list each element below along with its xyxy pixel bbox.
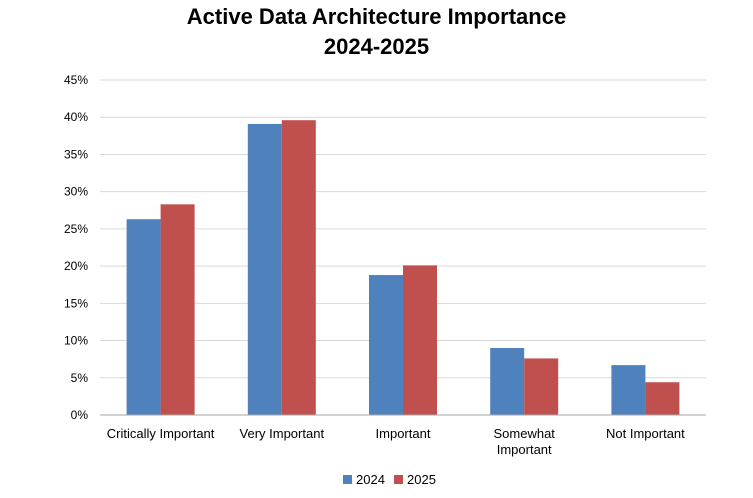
- x-category-label: Somewhat: [493, 426, 555, 441]
- bar-2024-3: [490, 348, 525, 415]
- y-tick-label: 45%: [64, 73, 88, 87]
- legend-swatch-2024: [343, 475, 352, 484]
- y-tick-label: 25%: [64, 222, 88, 236]
- bar-2024-0: [126, 219, 161, 415]
- y-axis-ticks: 0% 5% 10% 15% 20% 25% 30% 35% 40% 45%: [64, 73, 88, 422]
- bar-2025-3: [524, 358, 559, 415]
- legend: 2024 2025: [343, 472, 436, 487]
- legend-label-2024: 2024: [356, 472, 385, 487]
- x-category-label: Important: [497, 442, 552, 457]
- legend-label-2025: 2025: [407, 472, 436, 487]
- chart-subtitle: 2024-2025: [323, 34, 430, 59]
- x-category-label: Important: [376, 426, 431, 441]
- chart-title: Active Data Architecture Importance: [186, 4, 567, 29]
- bar-2025-1: [281, 120, 316, 415]
- bar-2024-1: [247, 123, 282, 415]
- y-tick-label: 0%: [71, 408, 89, 422]
- bar-2025-2: [403, 265, 437, 415]
- x-category-label: Critically Important: [107, 426, 215, 441]
- x-category-label: Not Important: [606, 426, 685, 441]
- bar-2025-0: [160, 204, 195, 415]
- y-tick-label: 15%: [64, 296, 88, 310]
- y-tick-label: 5%: [71, 371, 89, 385]
- y-tick-label: 30%: [64, 185, 88, 199]
- bar-2025-4: [645, 382, 680, 415]
- legend-swatch-2025: [394, 475, 403, 484]
- y-tick-label: 20%: [64, 259, 88, 273]
- y-tick-label: 35%: [64, 147, 88, 161]
- y-tick-label: 10%: [64, 334, 88, 348]
- bar-2024-4: [611, 365, 646, 415]
- x-axis-categories: Critically Important Very Important Import…: [107, 426, 685, 457]
- y-tick-label: 40%: [64, 110, 88, 124]
- bar-2024-2: [369, 275, 403, 415]
- x-category-label: Very Important: [240, 426, 325, 441]
- bars: [126, 120, 680, 415]
